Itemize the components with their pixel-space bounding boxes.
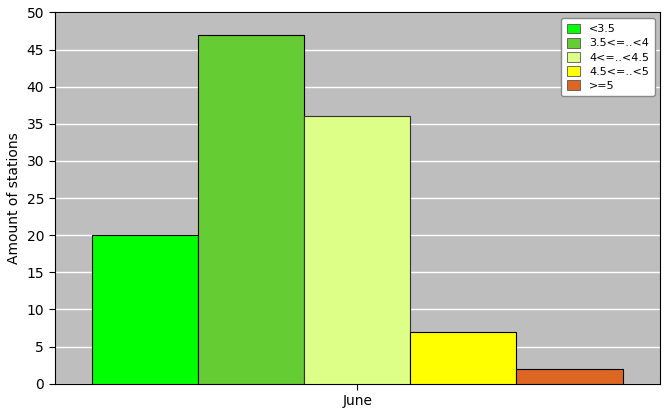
Y-axis label: Amount of stations: Amount of stations [7,132,21,264]
Bar [410,332,516,383]
Legend: <3.5, 3.5<=..<4, 4<=..<4.5, 4.5<=..<5, >=5: <3.5, 3.5<=..<4, 4<=..<4.5, 4.5<=..<5, >… [561,18,654,96]
Bar [92,235,198,383]
Bar [516,369,622,383]
Bar [198,35,304,383]
Bar [304,116,410,383]
